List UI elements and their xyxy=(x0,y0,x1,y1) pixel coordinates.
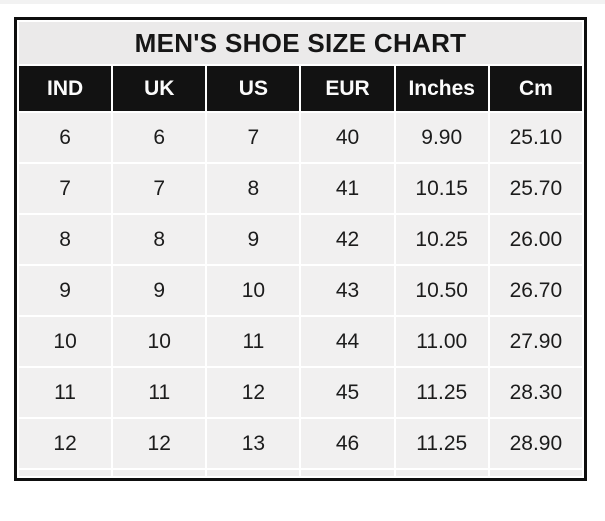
table-cell: 25.10 xyxy=(489,113,582,162)
title-row: MEN'S SHOE SIZE CHART xyxy=(19,22,582,64)
table-cell: 10.15 xyxy=(395,164,488,213)
table-cell: 9 xyxy=(19,266,112,315)
table-cell: 10 xyxy=(113,317,206,366)
shoe-size-chart-table: MEN'S SHOE SIZE CHART IND UK US EUR Inches Cm… xyxy=(14,17,587,481)
table-cell: 13 xyxy=(207,419,300,468)
table-cell: 28.30 xyxy=(489,368,582,417)
bottom-strip-cell xyxy=(113,470,206,476)
table-cell: 11 xyxy=(113,368,206,417)
table-cell: 10 xyxy=(207,266,300,315)
table-cell: 8 xyxy=(19,215,112,264)
bottom-strip-cell xyxy=(19,470,112,476)
column-header-cm: Cm xyxy=(489,66,582,111)
column-header-ind: IND xyxy=(19,66,112,111)
column-header-us: US xyxy=(207,66,300,111)
top-edge-artifact xyxy=(0,0,605,4)
table-cell: 7 xyxy=(207,113,300,162)
table-cell: 46 xyxy=(301,419,394,468)
bottom-strip-cell xyxy=(489,470,582,476)
table-row: 11 11 12 45 11.25 28.30 xyxy=(19,368,582,417)
table-cell: 9.90 xyxy=(395,113,488,162)
chart-title: MEN'S SHOE SIZE CHART xyxy=(19,22,582,64)
table-cell: 10 xyxy=(19,317,112,366)
table-cell: 9 xyxy=(113,266,206,315)
table-cell: 11.25 xyxy=(395,419,488,468)
bottom-strip-cell xyxy=(301,470,394,476)
table-cell: 10.50 xyxy=(395,266,488,315)
table-cell: 44 xyxy=(301,317,394,366)
table-cell: 41 xyxy=(301,164,394,213)
table-cell: 11 xyxy=(19,368,112,417)
table-row: 10 10 11 44 11.00 27.90 xyxy=(19,317,582,366)
table-cell: 45 xyxy=(301,368,394,417)
table-row: 12 12 13 46 11.25 28.90 xyxy=(19,419,582,468)
table-cell: 7 xyxy=(113,164,206,213)
table-cell: 11.25 xyxy=(395,368,488,417)
table-cell: 8 xyxy=(207,164,300,213)
table-cell: 26.00 xyxy=(489,215,582,264)
table-cell: 12 xyxy=(207,368,300,417)
table-body: 6 6 7 40 9.90 25.10 7 7 8 41 10.15 25.70 8 8 9 42 10.25 2… xyxy=(19,113,582,476)
table-cell: 8 xyxy=(113,215,206,264)
table-cell: 42 xyxy=(301,215,394,264)
table-header-row: IND UK US EUR Inches Cm xyxy=(19,66,582,111)
table-cell: 6 xyxy=(113,113,206,162)
column-header-eur: EUR xyxy=(301,66,394,111)
table-cell: 40 xyxy=(301,113,394,162)
bottom-strip-row xyxy=(19,470,582,476)
bottom-strip-cell xyxy=(207,470,300,476)
bottom-strip-cell xyxy=(395,470,488,476)
table-row: 9 9 10 43 10.50 26.70 xyxy=(19,266,582,315)
table-cell: 27.90 xyxy=(489,317,582,366)
table-cell: 25.70 xyxy=(489,164,582,213)
table-row: 7 7 8 41 10.15 25.70 xyxy=(19,164,582,213)
table-cell: 11.00 xyxy=(395,317,488,366)
table-cell: 12 xyxy=(113,419,206,468)
table-row: 8 8 9 42 10.25 26.00 xyxy=(19,215,582,264)
table-cell: 7 xyxy=(19,164,112,213)
table-head: MEN'S SHOE SIZE CHART IND UK US EUR Inches Cm xyxy=(19,22,582,111)
column-header-inches: Inches xyxy=(395,66,488,111)
table-cell: 9 xyxy=(207,215,300,264)
table-row: 6 6 7 40 9.90 25.10 xyxy=(19,113,582,162)
table-cell: 28.90 xyxy=(489,419,582,468)
table-cell: 11 xyxy=(207,317,300,366)
table-cell: 10.25 xyxy=(395,215,488,264)
table-cell: 43 xyxy=(301,266,394,315)
table-cell: 6 xyxy=(19,113,112,162)
table-cell: 12 xyxy=(19,419,112,468)
table-cell: 26.70 xyxy=(489,266,582,315)
column-header-uk: UK xyxy=(113,66,206,111)
